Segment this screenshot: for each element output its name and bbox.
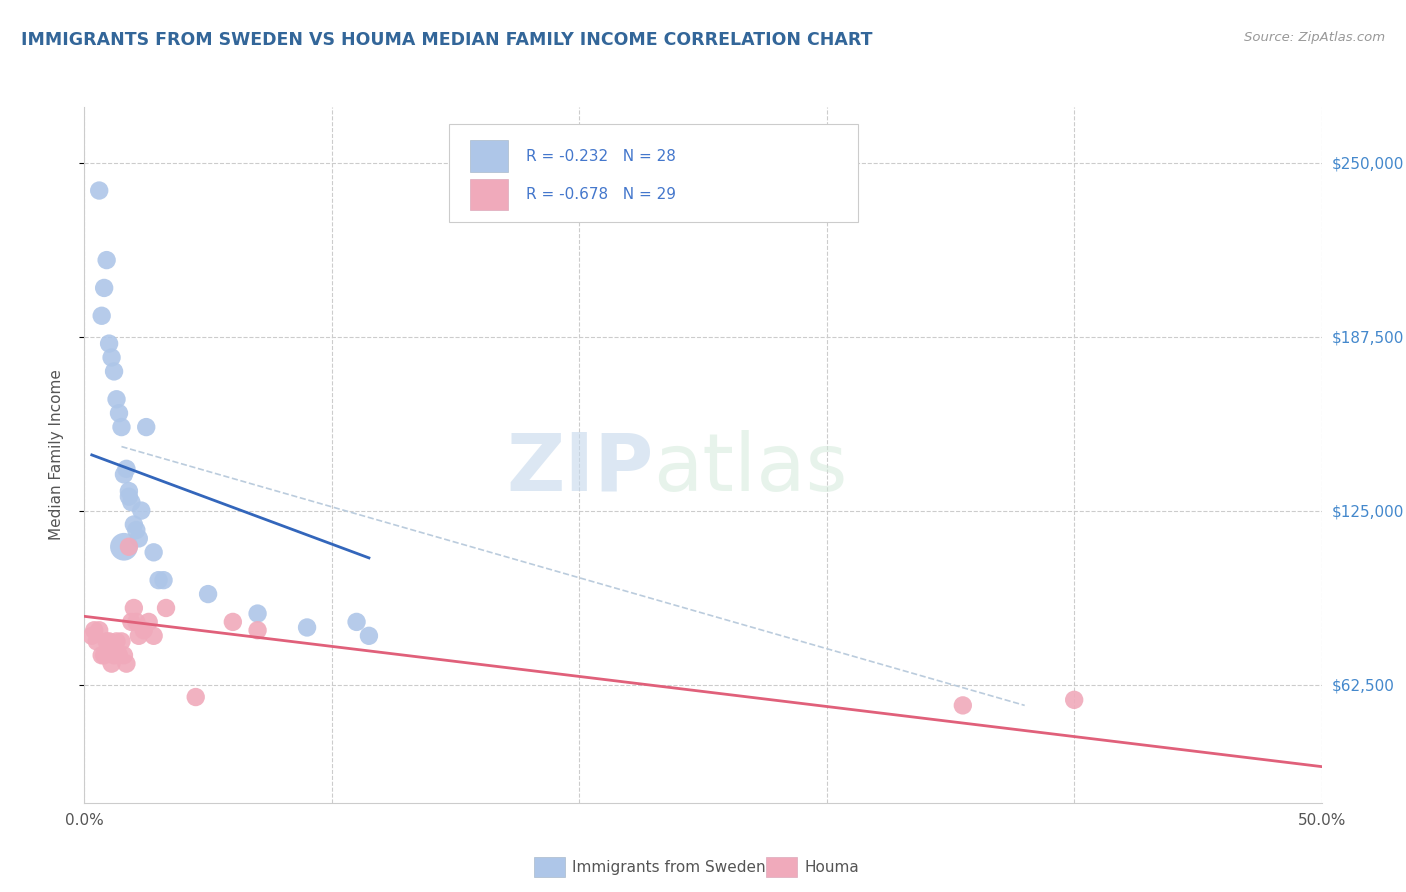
Point [138, 615, 160, 629]
Point [100, 657, 122, 671]
Point [118, 490, 141, 504]
Point [125, 523, 148, 537]
Point [152, 573, 174, 587]
Point [112, 467, 135, 482]
Point [246, 624, 269, 638]
Y-axis label: Median Family Income: Median Family Income [49, 369, 63, 541]
Point [132, 624, 155, 638]
Point [1063, 693, 1085, 707]
Point [89, 624, 111, 638]
Point [118, 540, 141, 554]
Point [246, 607, 269, 621]
Point [120, 615, 142, 629]
Text: Houma: Houma [804, 860, 859, 874]
Text: Immigrants from Sweden: Immigrants from Sweden [572, 860, 766, 874]
Point [96, 634, 118, 648]
Point [142, 545, 165, 559]
Bar [471, 178, 508, 210]
Point [112, 648, 135, 663]
Text: R = -0.232   N = 28: R = -0.232 N = 28 [526, 149, 676, 163]
Bar [471, 140, 508, 172]
Point [100, 351, 122, 365]
FancyBboxPatch shape [450, 124, 858, 222]
Point [118, 484, 141, 499]
Point [129, 503, 152, 517]
Point [96, 253, 118, 268]
Point [115, 657, 138, 671]
Point [197, 587, 219, 601]
Point [105, 392, 128, 407]
Point [93, 648, 115, 663]
Point [105, 634, 128, 648]
Point [346, 615, 368, 629]
Point [122, 517, 145, 532]
Point [89, 184, 111, 198]
Point [135, 420, 157, 434]
Text: atlas: atlas [654, 430, 848, 508]
Point [952, 698, 974, 713]
Point [93, 281, 115, 295]
Point [115, 462, 138, 476]
Point [110, 634, 132, 648]
Point [122, 601, 145, 615]
Point [98, 336, 121, 351]
Point [125, 615, 148, 629]
Point [80, 629, 103, 643]
Point [98, 634, 121, 648]
Point [86, 634, 108, 648]
Point [90, 648, 112, 663]
Point [148, 573, 170, 587]
Point [120, 495, 142, 509]
Point [184, 690, 207, 704]
Point [128, 532, 150, 546]
Point [103, 648, 125, 663]
Point [222, 615, 245, 629]
Text: ZIP: ZIP [506, 430, 654, 508]
Point [90, 309, 112, 323]
Point [110, 420, 132, 434]
Point [112, 540, 135, 554]
Point [108, 648, 131, 663]
Text: Source: ZipAtlas.com: Source: ZipAtlas.com [1244, 31, 1385, 45]
Point [108, 406, 131, 420]
Text: R = -0.678   N = 29: R = -0.678 N = 29 [526, 186, 676, 202]
Point [155, 601, 177, 615]
Point [357, 629, 380, 643]
Point [142, 629, 165, 643]
Point [128, 629, 150, 643]
Point [83, 624, 105, 638]
Text: IMMIGRANTS FROM SWEDEN VS HOUMA MEDIAN FAMILY INCOME CORRELATION CHART: IMMIGRANTS FROM SWEDEN VS HOUMA MEDIAN F… [21, 31, 873, 49]
Point [295, 620, 318, 634]
Point [103, 364, 125, 378]
